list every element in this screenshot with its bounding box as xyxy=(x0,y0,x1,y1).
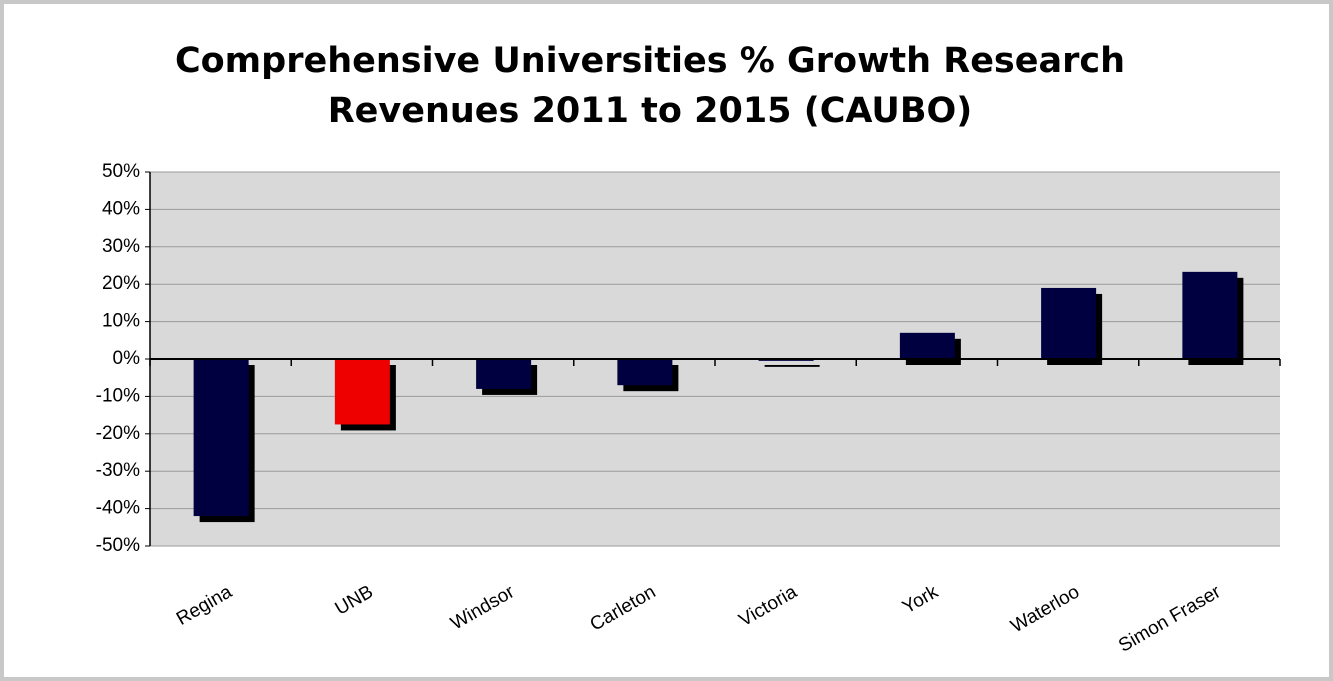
y-tick-label: 20% xyxy=(102,273,140,294)
bar xyxy=(476,359,532,389)
chart-title: Comprehensive Universities % Growth Rese… xyxy=(175,41,1125,81)
y-tick-label: 30% xyxy=(102,236,140,257)
y-tick-label: -20% xyxy=(96,423,140,444)
bar xyxy=(193,359,249,517)
y-tick-label: 50% xyxy=(102,161,140,182)
y-tick-label: -40% xyxy=(96,498,140,519)
y-tick-label: -50% xyxy=(96,535,140,556)
y-tick-label: 40% xyxy=(102,198,140,219)
y-tick-label: 10% xyxy=(102,311,140,332)
bar xyxy=(899,332,955,359)
bar-shadow xyxy=(764,365,820,367)
y-tick-label: -10% xyxy=(96,385,140,406)
y-tick-label: 0% xyxy=(113,348,141,369)
y-tick-label: -30% xyxy=(96,460,140,481)
bar xyxy=(334,359,390,425)
chart-title: Revenues 2011 to 2015 (CAUBO) xyxy=(328,91,973,131)
bar xyxy=(1041,287,1097,359)
bar xyxy=(1182,271,1238,359)
bar xyxy=(617,359,673,386)
